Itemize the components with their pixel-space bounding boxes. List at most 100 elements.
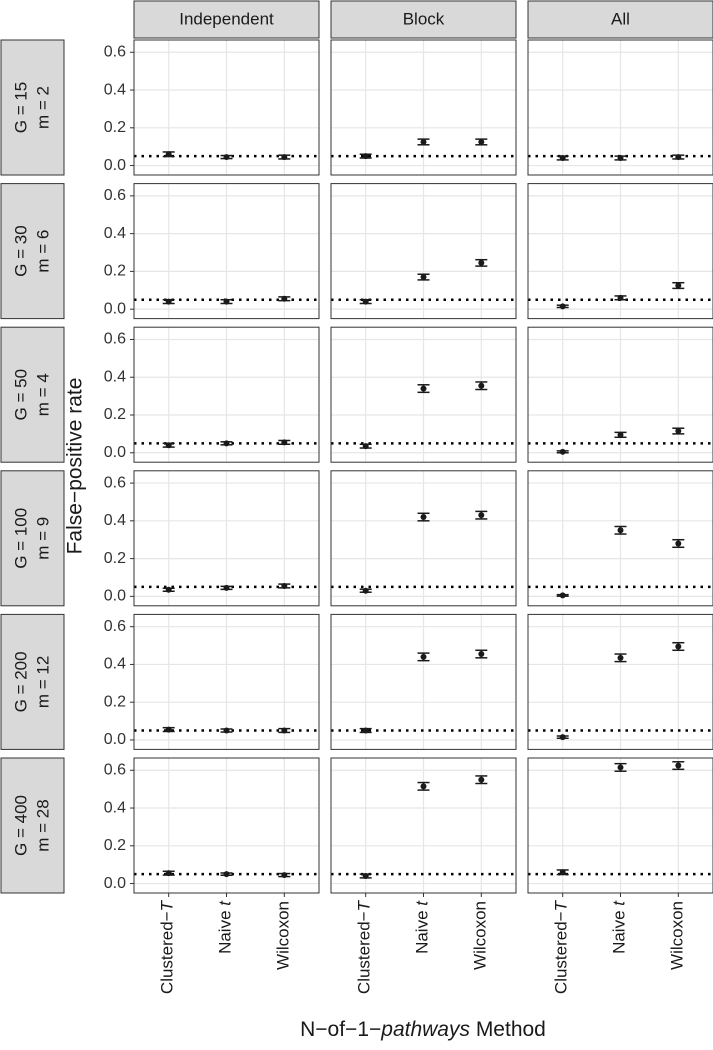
point bbox=[617, 527, 624, 534]
y-tick-label: 0.2 bbox=[104, 693, 126, 710]
row-strip-label: m = 4 bbox=[33, 373, 52, 416]
panel-border bbox=[527, 39, 713, 176]
row-strip-label: G = 400 bbox=[11, 795, 30, 856]
x-tick-label-part: t bbox=[610, 900, 629, 906]
panel-border bbox=[133, 326, 320, 463]
point bbox=[617, 654, 624, 661]
y-tick-label: 0.2 bbox=[104, 263, 126, 280]
row-strip-label: G = 100 bbox=[11, 508, 30, 569]
point bbox=[165, 870, 172, 877]
x-axis-label: N−of−1−pathways Method bbox=[300, 1018, 546, 1041]
y-tick-label: 0.6 bbox=[104, 761, 126, 778]
x-axis-label-part: Method bbox=[470, 1018, 546, 1041]
row-strip-label: m = 2 bbox=[33, 86, 52, 129]
row-strip-label: G = 200 bbox=[11, 651, 30, 712]
point bbox=[362, 587, 369, 594]
point bbox=[420, 653, 427, 660]
column-strip bbox=[133, 0, 320, 39]
x-tick-label: Naive t bbox=[610, 900, 629, 954]
y-axis-label: False−positive rate bbox=[64, 378, 87, 555]
y-tick-label: 0.6 bbox=[104, 618, 126, 635]
x-tick-label-part: Naive bbox=[413, 906, 432, 954]
point bbox=[281, 582, 288, 589]
x-tick-label-part: Clustered− bbox=[158, 911, 177, 994]
point bbox=[559, 734, 566, 741]
y-tick-label: 0.0 bbox=[104, 444, 126, 461]
x-tick-label: Naive t bbox=[413, 900, 432, 954]
point bbox=[675, 762, 682, 769]
point bbox=[478, 138, 485, 145]
row-strip bbox=[0, 39, 65, 176]
point bbox=[223, 298, 230, 305]
panel-border bbox=[527, 326, 713, 463]
point bbox=[165, 298, 172, 305]
row-strip-label: m = 9 bbox=[33, 517, 52, 560]
point bbox=[223, 154, 230, 161]
y-tick-label: 0.0 bbox=[104, 731, 126, 748]
panel-border bbox=[133, 470, 320, 607]
x-tick-label-part: Naive bbox=[216, 906, 235, 954]
row-strip bbox=[0, 326, 65, 463]
x-tick-label-part: Wilcoxon bbox=[471, 901, 490, 970]
point bbox=[165, 442, 172, 449]
y-tick-label: 0.4 bbox=[104, 368, 126, 385]
panel-border bbox=[330, 613, 517, 750]
point bbox=[281, 439, 288, 446]
x-tick-label: Naive t bbox=[216, 900, 235, 954]
column-strip bbox=[330, 0, 517, 39]
row-strip bbox=[0, 757, 65, 894]
row-strip-label: m = 6 bbox=[33, 230, 52, 273]
point bbox=[559, 303, 566, 310]
x-tick-label: Wilcoxon bbox=[668, 901, 687, 970]
point bbox=[675, 282, 682, 289]
row-strip-label: G = 30 bbox=[11, 225, 30, 277]
point bbox=[420, 385, 427, 392]
point bbox=[281, 295, 288, 302]
point bbox=[165, 586, 172, 593]
y-tick-label: 0.6 bbox=[104, 474, 126, 491]
y-tick-label: 0.6 bbox=[104, 331, 126, 348]
y-tick-label: 0.2 bbox=[104, 837, 126, 854]
point bbox=[478, 512, 485, 519]
point bbox=[478, 259, 485, 266]
point bbox=[362, 443, 369, 450]
y-tick-label: 0.0 bbox=[104, 300, 126, 317]
point bbox=[478, 651, 485, 658]
y-tick-label: 0.4 bbox=[104, 225, 126, 242]
row-strip-label: m = 12 bbox=[33, 656, 52, 708]
y-tick-label: 0.4 bbox=[104, 656, 126, 673]
row-strip-label: G = 50 bbox=[11, 369, 30, 421]
point bbox=[223, 584, 230, 591]
x-tick-label: Wilcoxon bbox=[274, 901, 293, 970]
row-strip-label: G = 15 bbox=[11, 82, 30, 134]
row-strip-label: m = 28 bbox=[33, 799, 52, 851]
x-tick-label-part: Wilcoxon bbox=[274, 901, 293, 970]
x-tick-label-part: Clustered− bbox=[552, 911, 571, 994]
point bbox=[223, 440, 230, 447]
point bbox=[675, 154, 682, 161]
point bbox=[362, 153, 369, 160]
x-tick-label-part: T bbox=[552, 899, 571, 911]
point bbox=[559, 155, 566, 162]
panel-border bbox=[330, 39, 517, 176]
point bbox=[675, 428, 682, 435]
x-axis-label-part: pathways bbox=[380, 1018, 470, 1041]
x-tick-label-part: t bbox=[413, 900, 432, 906]
x-tick-label: Clustered−T bbox=[552, 899, 571, 994]
panel-border bbox=[133, 183, 320, 320]
y-tick-label: 0.6 bbox=[104, 187, 126, 204]
point bbox=[617, 155, 624, 162]
x-tick-label: Wilcoxon bbox=[471, 901, 490, 970]
panel-border bbox=[330, 183, 517, 320]
panel-border bbox=[133, 39, 320, 176]
row-strip bbox=[0, 470, 65, 607]
x-tick-label-part: Naive bbox=[610, 906, 629, 954]
x-tick-label: Clustered−T bbox=[355, 899, 374, 994]
point bbox=[675, 643, 682, 650]
point bbox=[420, 274, 427, 281]
point bbox=[559, 448, 566, 455]
point bbox=[617, 431, 624, 438]
point bbox=[420, 138, 427, 145]
point bbox=[362, 298, 369, 305]
